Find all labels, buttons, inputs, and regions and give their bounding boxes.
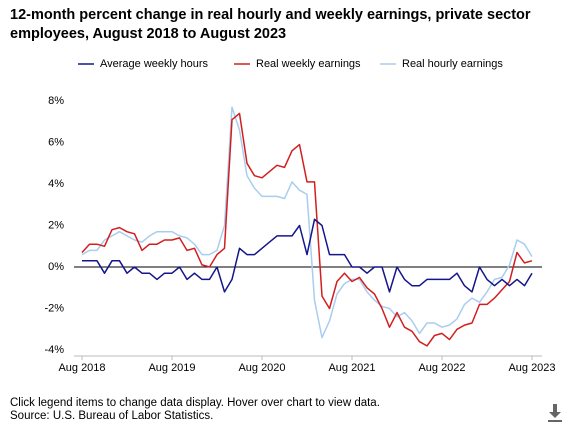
- chart-title: 12-month percent change in real hourly a…: [10, 7, 531, 42]
- y-tick-label: -4%: [44, 344, 64, 356]
- download-arrow: [549, 404, 561, 418]
- legend-label: Real hourly earnings: [402, 58, 503, 70]
- y-tick-label: 4%: [48, 178, 64, 190]
- download-bar: [548, 420, 562, 422]
- note: Source: U.S. Bureau of Labor Statistics.: [10, 410, 214, 422]
- x-tick-label: Aug 2022: [418, 362, 465, 374]
- series-line: [81, 112, 533, 347]
- legend-item[interactable]: Average weekly hours: [78, 58, 209, 70]
- legend-item[interactable]: Real weekly earnings: [234, 58, 361, 70]
- download-icon[interactable]: [548, 404, 562, 422]
- legend-label: Average weekly hours: [100, 58, 209, 70]
- x-tick-label: Aug 2018: [58, 362, 105, 374]
- y-tick-label: -2%: [44, 302, 64, 314]
- x-tick-label: Aug 2021: [328, 362, 375, 374]
- y-tick-label: 8%: [48, 95, 64, 107]
- series-line: [82, 218, 533, 293]
- legend-label: Real weekly earnings: [256, 58, 361, 70]
- x-tick-label: Aug 2023: [508, 362, 555, 374]
- y-tick-label: 0%: [48, 261, 64, 273]
- x-tick-label: Aug 2019: [148, 362, 195, 374]
- series-line: [81, 106, 533, 339]
- x-tick-label: Aug 2020: [238, 362, 285, 374]
- legend-item[interactable]: Real hourly earnings: [380, 58, 503, 70]
- y-tick-label: 2%: [48, 219, 64, 231]
- y-tick-label: 6%: [48, 136, 64, 148]
- notes: Click legend items to change data displa…: [10, 397, 380, 423]
- note: Click legend items to change data displa…: [10, 397, 380, 409]
